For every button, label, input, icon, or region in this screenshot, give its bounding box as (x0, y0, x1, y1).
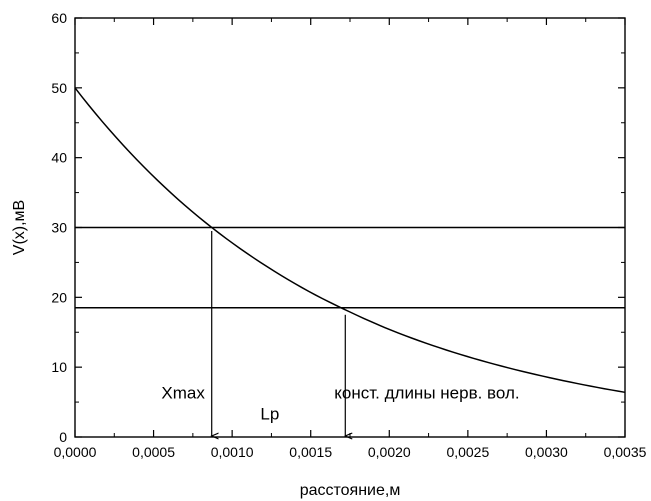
x-axis-title: расстояние,м (300, 482, 401, 499)
x-tick-label: 0,0005 (132, 444, 175, 460)
y-tick-label: 0 (59, 429, 67, 445)
x-tick-label: 0,0010 (211, 444, 254, 460)
x-tick-label: 0,0015 (289, 444, 332, 460)
x-tick-label: 0,0025 (446, 444, 489, 460)
y-tick-label: 10 (51, 359, 67, 375)
annotation-text: Lp (260, 405, 279, 424)
x-tick-label: 0,0030 (525, 444, 568, 460)
y-tick-label: 50 (51, 80, 67, 96)
series-line (74, 87, 626, 394)
annotation-text: конст. длины нерв. вол. (334, 384, 519, 403)
x-tick-label: 0,0000 (54, 444, 97, 460)
vertical-arrows (212, 230, 346, 436)
y-tick-label: 60 (51, 10, 67, 26)
annotations: Xmax Lp конст. длины нерв. вол. (161, 384, 519, 424)
y-tick-label: 20 (51, 289, 67, 305)
annotation-text: Xmax (161, 384, 205, 403)
x-tick-label: 0,0035 (604, 444, 647, 460)
horizontal-reference-lines (75, 226, 625, 309)
x-tick-label: 0,0020 (368, 444, 411, 460)
y-tick-label: 30 (51, 220, 67, 236)
y-tick-label: 40 (51, 150, 67, 166)
y-axis-title: V(x),мВ (11, 200, 28, 255)
